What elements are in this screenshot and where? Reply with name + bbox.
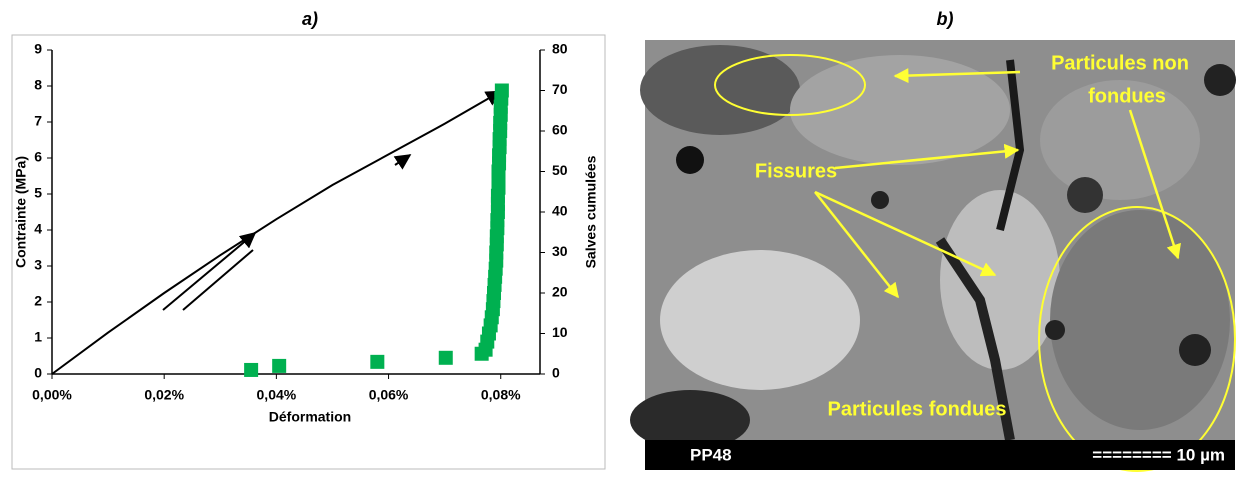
image-label: Particules fondues	[828, 398, 1007, 420]
image-label: Fissures	[755, 160, 837, 182]
sample-label: PP48	[690, 445, 732, 464]
direction-arrow	[393, 154, 412, 170]
y-tick-label: 8	[34, 77, 42, 93]
y-tick-label: 4	[34, 221, 42, 237]
y-tick-label: 1	[34, 329, 42, 345]
y2-tick-label: 0	[552, 365, 560, 381]
ae-hit-marker	[370, 354, 385, 369]
y2-tick-label: 20	[552, 284, 568, 300]
x-tick-label: 0,04%	[257, 387, 297, 403]
y2-tick-label: 60	[552, 122, 568, 138]
y-axis-label: Contrainte (MPa)	[13, 156, 29, 268]
y-tick-label: 5	[34, 185, 42, 201]
x-tick-label: 0,06%	[369, 387, 409, 403]
sem-image	[630, 40, 1236, 472]
stress-curve	[51, 90, 503, 375]
x-axis-label: Déformation	[269, 409, 351, 425]
y2-tick-label: 70	[552, 81, 568, 97]
panel-title: a)	[302, 9, 318, 29]
y-tick-label: 2	[34, 293, 42, 309]
x-tick-label: 0,00%	[32, 387, 72, 403]
y2-tick-label: 80	[552, 41, 568, 57]
y2-axis-label: Salves cumulées	[583, 155, 599, 268]
ae-hit-marker	[244, 362, 259, 377]
y-tick-label: 6	[34, 149, 42, 165]
annotation-arrow	[182, 249, 254, 311]
ae-hit-marker	[438, 350, 453, 365]
chart-frame	[11, 34, 606, 470]
y2-tick-label: 30	[552, 243, 568, 259]
scale-bar: ======== 10 µm	[1092, 445, 1225, 464]
image-label: fondues	[1088, 85, 1166, 107]
panel-title: b)	[937, 9, 954, 29]
y2-tick-label: 40	[552, 203, 568, 219]
y-tick-label: 7	[34, 113, 42, 129]
y-tick-label: 3	[34, 257, 42, 273]
image-label: Particules non	[1051, 52, 1189, 74]
ae-hit-marker	[272, 358, 287, 373]
y-tick-label: 9	[34, 41, 42, 57]
ae-hit-marker	[494, 83, 509, 98]
y2-tick-label: 10	[552, 324, 568, 340]
x-tick-label: 0,08%	[481, 387, 521, 403]
y2-tick-label: 50	[552, 162, 568, 178]
plot: 0 1 2 3 4 5 6 7 8 9 0 10 20 30 40 50 60 70 80 0,00% 0,02% 0,0…	[32, 41, 568, 403]
annotation-arrow	[162, 231, 257, 311]
x-tick-label: 0,02%	[144, 387, 184, 403]
y-tick-label: 0	[34, 365, 42, 381]
